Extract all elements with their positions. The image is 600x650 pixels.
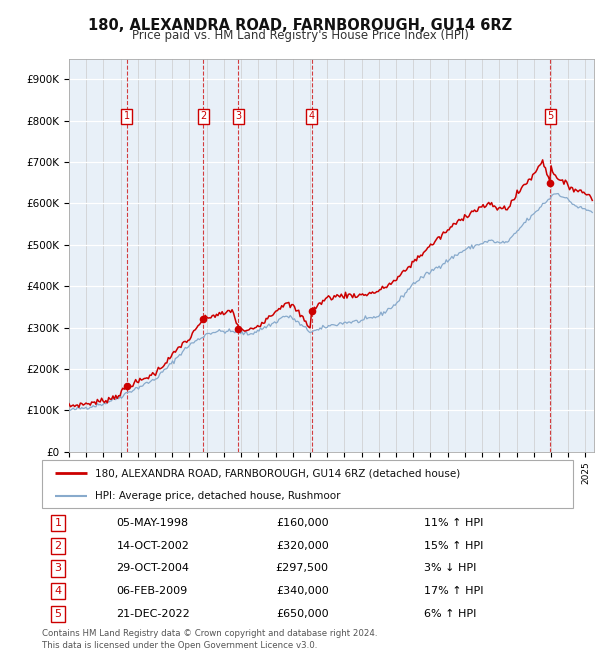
Text: HPI: Average price, detached house, Rushmoor: HPI: Average price, detached house, Rush… (95, 491, 341, 501)
Text: Price paid vs. HM Land Registry's House Price Index (HPI): Price paid vs. HM Land Registry's House … (131, 29, 469, 42)
Text: 5: 5 (55, 609, 61, 619)
Text: 4: 4 (308, 111, 315, 122)
Text: 180, ALEXANDRA ROAD, FARNBOROUGH, GU14 6RZ (detached house): 180, ALEXANDRA ROAD, FARNBOROUGH, GU14 6… (95, 468, 460, 478)
Text: Contains HM Land Registry data © Crown copyright and database right 2024.
This d: Contains HM Land Registry data © Crown c… (42, 629, 377, 650)
Text: 3: 3 (235, 111, 241, 122)
Text: 11% ↑ HPI: 11% ↑ HPI (424, 518, 484, 528)
Text: £340,000: £340,000 (276, 586, 329, 596)
Text: 06-FEB-2009: 06-FEB-2009 (116, 586, 188, 596)
Bar (238, 58, 239, 452)
Text: £160,000: £160,000 (276, 518, 329, 528)
Bar (550, 58, 551, 452)
Text: 05-MAY-1998: 05-MAY-1998 (116, 518, 188, 528)
Text: 6% ↑ HPI: 6% ↑ HPI (424, 609, 476, 619)
Text: 2: 2 (55, 541, 61, 551)
Text: 1: 1 (55, 518, 61, 528)
FancyBboxPatch shape (42, 460, 573, 508)
Text: 21-DEC-2022: 21-DEC-2022 (116, 609, 190, 619)
Text: £297,500: £297,500 (276, 564, 329, 573)
Text: 15% ↑ HPI: 15% ↑ HPI (424, 541, 484, 551)
Text: 5: 5 (547, 111, 554, 122)
Text: 14-OCT-2002: 14-OCT-2002 (116, 541, 189, 551)
Text: 29-OCT-2004: 29-OCT-2004 (116, 564, 190, 573)
Bar (202, 58, 204, 452)
Text: 1: 1 (124, 111, 130, 122)
Text: 17% ↑ HPI: 17% ↑ HPI (424, 586, 484, 596)
Text: 3: 3 (55, 564, 61, 573)
Text: 4: 4 (55, 586, 61, 596)
Bar (126, 58, 128, 452)
Text: £650,000: £650,000 (276, 609, 329, 619)
Text: £320,000: £320,000 (276, 541, 329, 551)
Text: 2: 2 (200, 111, 206, 122)
Text: 180, ALEXANDRA ROAD, FARNBOROUGH, GU14 6RZ: 180, ALEXANDRA ROAD, FARNBOROUGH, GU14 6… (88, 18, 512, 32)
Bar (311, 58, 313, 452)
Text: 3% ↓ HPI: 3% ↓ HPI (424, 564, 476, 573)
